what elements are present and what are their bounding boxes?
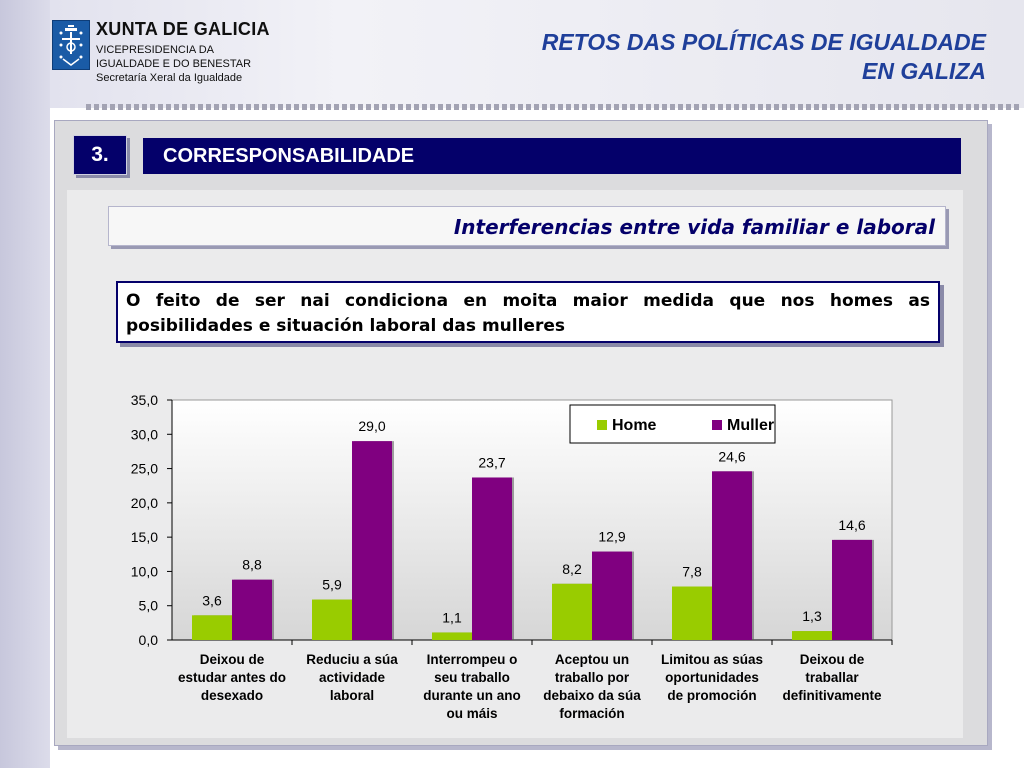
xunta-logo-icon bbox=[52, 20, 90, 70]
data-label-home: 3,6 bbox=[202, 592, 222, 608]
plot-area bbox=[171, 399, 893, 641]
y-tick-label: 25,0 bbox=[131, 461, 158, 477]
category-label: Interrompeu o bbox=[427, 652, 518, 667]
category-label: desexado bbox=[201, 688, 263, 703]
category-label: Limitou as súas bbox=[661, 652, 763, 667]
category-label: Deixou de bbox=[800, 652, 865, 667]
org-line-1: VICEPRESIDENCIA DA bbox=[96, 44, 214, 56]
page-title-line-1: RETOS DAS POLÍTICAS DE IGUALDADE bbox=[541, 29, 986, 55]
bar-muller bbox=[592, 551, 632, 640]
bar-chart: 0,0 5,0 10,0 15,0 20,0 25,0 30,0 35,0 3,6 8,8 Deix… bbox=[131, 392, 893, 721]
data-label-muller: 24,6 bbox=[718, 448, 745, 464]
header-divider bbox=[86, 104, 1020, 110]
category-label: seu traballo bbox=[434, 670, 510, 685]
subtitle: Interferencias entre vida familiar e lab… bbox=[108, 206, 946, 246]
category-label: traballo por bbox=[555, 670, 630, 685]
category-label: actividade bbox=[319, 670, 386, 685]
bar-muller bbox=[232, 579, 272, 640]
data-label-home: 5,9 bbox=[322, 577, 342, 593]
y-tick-label: 15,0 bbox=[131, 529, 158, 545]
bar-home bbox=[552, 583, 592, 640]
bar-muller bbox=[472, 477, 512, 640]
bar-home bbox=[312, 599, 352, 640]
category-label: laboral bbox=[330, 688, 374, 703]
bar-home bbox=[672, 586, 712, 640]
bar-muller bbox=[352, 441, 392, 640]
section-number: 3. bbox=[73, 135, 127, 175]
data-label-home: 1,1 bbox=[442, 609, 462, 625]
statement-box: O feito de ser nai condiciona en moita m… bbox=[116, 281, 940, 343]
y-tick-label: 10,0 bbox=[131, 563, 158, 579]
bar-muller bbox=[832, 539, 872, 640]
category-label: Aceptou un bbox=[555, 652, 629, 667]
category-label: formación bbox=[559, 706, 624, 721]
data-label-home: 8,2 bbox=[562, 561, 582, 577]
category-label: debaixo da súa bbox=[543, 688, 641, 703]
y-tick-label: 20,0 bbox=[131, 495, 158, 511]
data-label-home: 7,8 bbox=[682, 564, 702, 580]
data-label-home: 1,3 bbox=[802, 608, 822, 624]
page-title: RETOS DAS POLÍTICAS DE IGUALDADE EN GALI… bbox=[542, 28, 986, 86]
y-tick-label: 0,0 bbox=[139, 632, 159, 648]
bar-home bbox=[192, 615, 232, 640]
section-title: CORRESPONSABILIDADE bbox=[143, 138, 961, 174]
category-label: traballar bbox=[805, 670, 859, 685]
category-label: durante un ano bbox=[423, 688, 521, 703]
data-label-muller: 8,8 bbox=[242, 557, 262, 573]
y-tick-label: 5,0 bbox=[139, 598, 159, 614]
category-label: Deixou de bbox=[200, 652, 265, 667]
page-title-line-2: EN GALIZA bbox=[862, 58, 986, 84]
org-line-3: Secretaría Xeral da Igualdade bbox=[96, 72, 243, 84]
data-label-muller: 29,0 bbox=[358, 418, 385, 434]
category-label: oportunidades bbox=[665, 670, 759, 685]
category-label: ou máis bbox=[446, 706, 497, 721]
legend-swatch-muller bbox=[712, 420, 722, 430]
data-label-muller: 23,7 bbox=[478, 454, 505, 470]
y-tick-label: 30,0 bbox=[131, 426, 158, 442]
org-line-2: IGUALDADE E DO BENESTAR bbox=[96, 58, 252, 70]
category-label: Reduciu a súa bbox=[306, 652, 398, 667]
data-label-muller: 12,9 bbox=[598, 529, 625, 545]
legend-label-home: Home bbox=[612, 417, 657, 434]
left-decorative-bar bbox=[0, 0, 50, 768]
category-label: estudar antes do bbox=[178, 670, 286, 685]
org-name: XUNTA DE GALICIA bbox=[96, 19, 270, 39]
y-tick-label: 35,0 bbox=[131, 392, 158, 408]
bar-muller bbox=[712, 471, 752, 640]
category-label: definitivamente bbox=[782, 688, 882, 703]
category-label: de promoción bbox=[667, 688, 756, 703]
header-band bbox=[50, 0, 1024, 108]
legend-label-muller: Muller bbox=[727, 417, 774, 434]
bar-home bbox=[792, 631, 832, 640]
legend-swatch-home bbox=[597, 420, 607, 430]
data-label-muller: 14,6 bbox=[838, 517, 865, 533]
bar-home bbox=[432, 632, 472, 640]
